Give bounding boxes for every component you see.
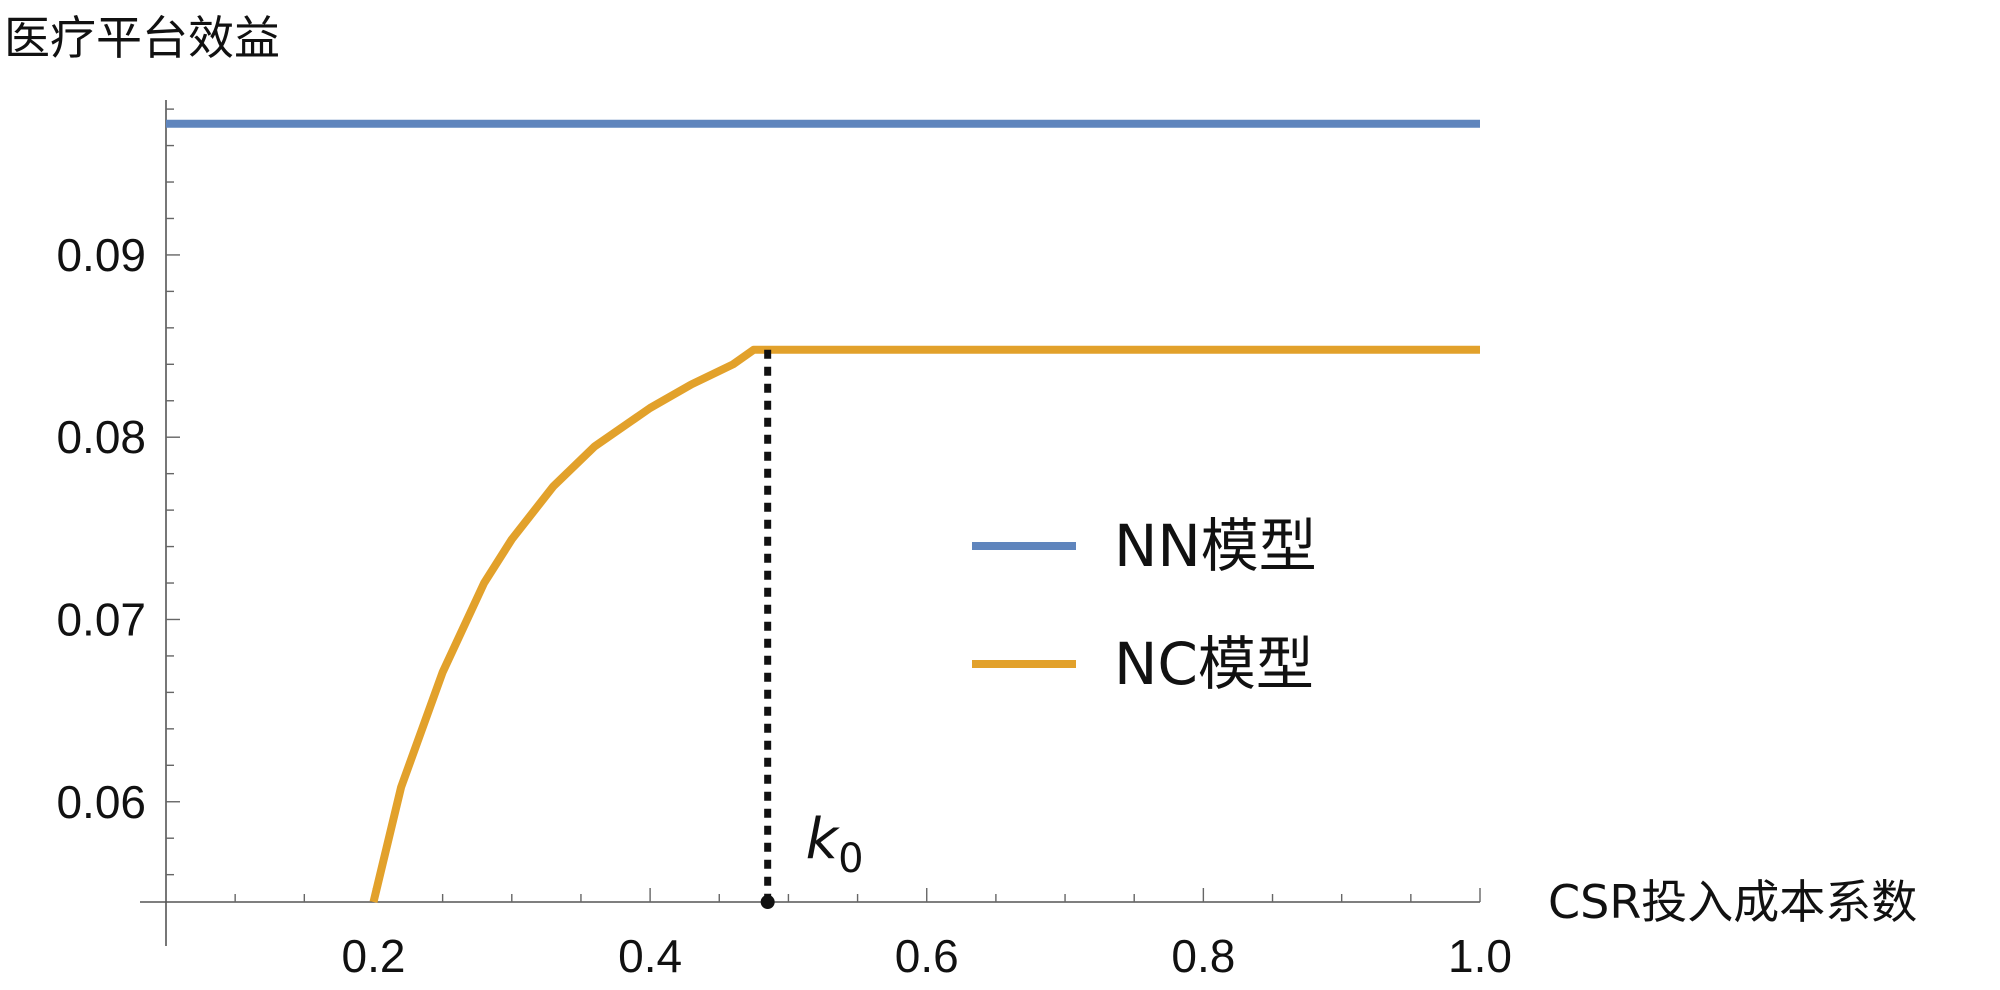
x-tick-label: 0.2 bbox=[341, 930, 405, 982]
annotation-layer: k0 bbox=[760, 349, 864, 909]
y-tick-label: 0.09 bbox=[56, 229, 146, 281]
legend-label-nn: NN模型 bbox=[1114, 512, 1317, 580]
k0-point bbox=[760, 895, 775, 909]
k0-label: k0 bbox=[806, 807, 864, 882]
y-tick-label: 0.07 bbox=[56, 593, 146, 645]
legend: NN模型 NC模型 bbox=[972, 512, 1317, 698]
series-layer bbox=[166, 119, 1480, 903]
x-ticks: 0.2 0.4 0.6 0.8 1.0 bbox=[234, 888, 1512, 982]
y-axis-title: 医疗平台效益 bbox=[4, 11, 280, 65]
y-tick-label: 0.08 bbox=[56, 411, 146, 463]
x-axis-title: CSR投入成本系数 bbox=[1548, 875, 1917, 929]
y-ticks: 0.06 0.07 0.08 0.09 bbox=[56, 108, 180, 876]
x-tick-label: 1.0 bbox=[1448, 930, 1512, 982]
x-tick-label: 0.4 bbox=[618, 930, 682, 982]
legend-label-nc: NC模型 bbox=[1114, 630, 1314, 698]
x-tick-label: 0.6 bbox=[895, 930, 959, 982]
x-tick-label: 0.8 bbox=[1171, 930, 1235, 982]
y-tick-label: 0.06 bbox=[56, 776, 146, 828]
series-line-nc bbox=[369, 345, 1480, 903]
